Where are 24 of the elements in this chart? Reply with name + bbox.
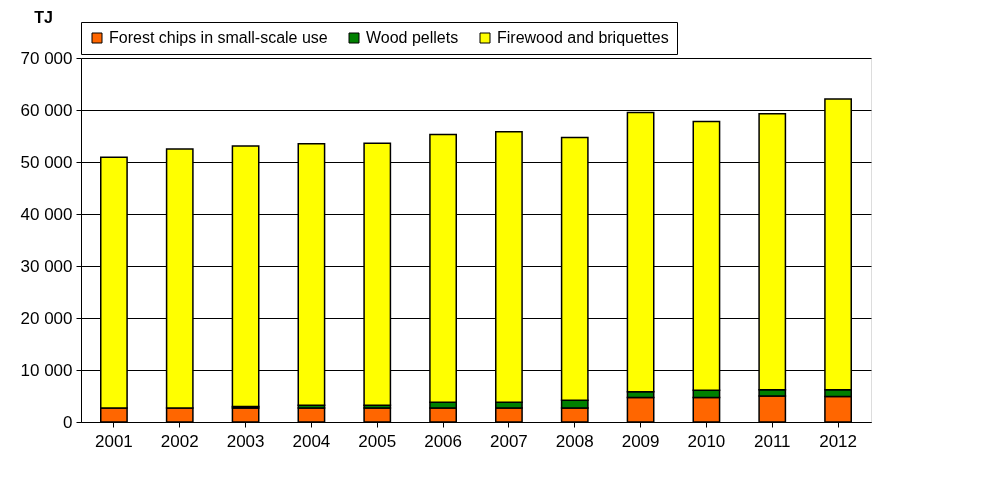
y-tick-label: 30 000 bbox=[20, 256, 73, 276]
x-tick-label: 2012 bbox=[819, 431, 857, 451]
y-tick-label: 0 bbox=[63, 412, 73, 432]
x-tick-label: 2011 bbox=[753, 431, 791, 451]
x-tick-label: 2001 bbox=[95, 431, 133, 451]
y-tick-label: 10 000 bbox=[20, 360, 73, 380]
legend-label: Forest chips in small-scale use bbox=[109, 29, 328, 46]
y-tick-label: 60 000 bbox=[20, 100, 73, 120]
x-tick-label: 2005 bbox=[358, 431, 397, 451]
legend-label: Firewood and briquettes bbox=[497, 29, 669, 46]
x-tick-label: 2006 bbox=[424, 431, 462, 451]
x-tick-label: 2010 bbox=[687, 431, 726, 451]
y-tick-label: 20 000 bbox=[20, 308, 73, 328]
y-axis-title: TJ bbox=[34, 9, 53, 26]
x-tick-label: 2004 bbox=[292, 431, 331, 451]
x-tick-label: 2002 bbox=[160, 431, 199, 451]
y-tick-label: 40 000 bbox=[20, 204, 73, 224]
y-tick-label: 70 000 bbox=[20, 48, 73, 68]
x-tick-label: 2007 bbox=[490, 431, 528, 451]
x-tick-label: 2003 bbox=[226, 431, 265, 451]
x-tick-label: 2009 bbox=[621, 431, 660, 451]
y-tick-label: 50 000 bbox=[20, 152, 73, 172]
legend-label: Wood pellets bbox=[366, 29, 459, 46]
x-tick-label: 2008 bbox=[555, 431, 594, 451]
